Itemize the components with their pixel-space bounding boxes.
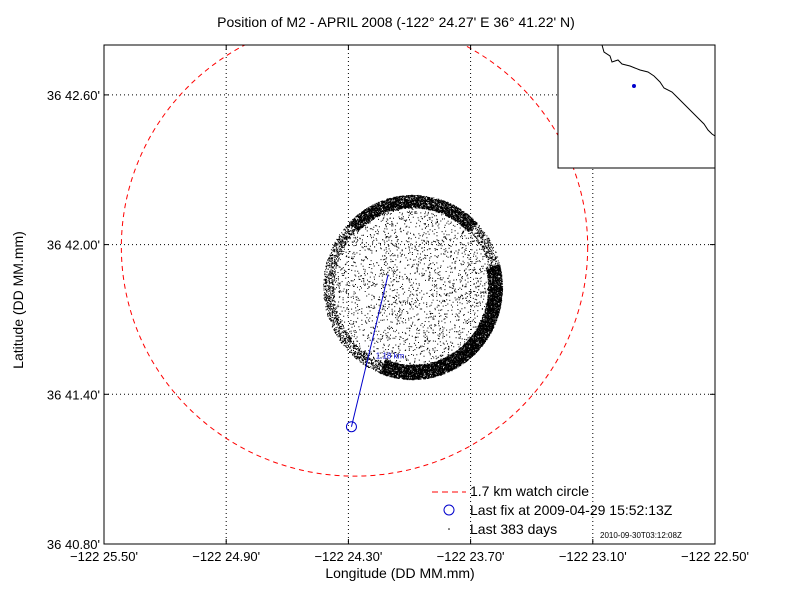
chart-title: Position of M2 - APRIL 2008 (-122° 24.27…: [217, 14, 575, 30]
legend-last-fix-label: Last fix at 2009-04-29 15:52:13Z: [470, 502, 673, 518]
legend-history-label: Last 383 days: [470, 521, 558, 537]
y-tick-label: 36 42.00': [47, 238, 100, 253]
last-fix-marker: [345, 421, 357, 433]
x-tick-label: −122 23.70': [437, 549, 505, 564]
inset-map-frame: [557, 44, 716, 169]
legend: [432, 491, 466, 530]
inset-mooring-dot: [632, 84, 636, 88]
overlays: 1.18 km: [120, 45, 589, 477]
plot-frame: [103, 44, 716, 545]
y-tick-label: 36 41.40': [47, 387, 100, 402]
x-tick-label: −122 24.30': [314, 549, 382, 564]
history-scatter: [323, 194, 504, 381]
legend-watch-circle-label: 1.7 km watch circle: [470, 483, 590, 499]
y-tick-label: 36 40.80': [47, 537, 100, 552]
y-axis-label: Latitude (DD MM.mm): [10, 231, 26, 369]
history-points: [323, 194, 504, 381]
displacement-label: 1.18 km: [376, 352, 405, 361]
watch-circle: [120, 45, 589, 477]
x-tick-label: −122 25.50': [70, 549, 138, 564]
x-axis: −122 25.50' −122 24.90' −122 24.30' −122 23…: [70, 45, 749, 564]
displacement-line: [350, 274, 389, 427]
inset-map: [557, 44, 716, 169]
x-tick-label: −122 22.50': [681, 549, 749, 564]
x-tick-label: −122 23.10': [559, 549, 627, 564]
y-tick-label: 36 42.60': [47, 88, 100, 103]
timestamp: 2010-09-30T03:12:08Z: [600, 531, 682, 540]
legend-history-swatch: [448, 528, 450, 530]
legend-last-fix-swatch: [443, 504, 455, 516]
x-tick-label: −122 24.90': [192, 549, 260, 564]
x-axis-label: Longitude (DD MM.mm): [325, 565, 475, 581]
y-axis: 36 40.80' 36 41.40' 36 42.00' 36 42.60': [47, 88, 715, 552]
inset-coastline: [601, 44, 716, 137]
